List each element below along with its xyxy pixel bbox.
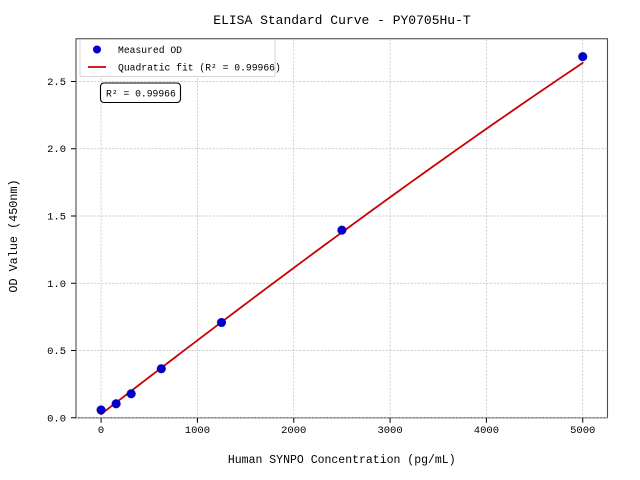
svg-text:Human SYNPO Concentration (pg/: Human SYNPO Concentration (pg/mL) xyxy=(228,454,456,467)
svg-text:1.0: 1.0 xyxy=(47,279,66,291)
svg-text:2000: 2000 xyxy=(281,425,306,437)
svg-text:R² = 0.99966: R² = 0.99966 xyxy=(106,89,176,100)
svg-text:OD Value (450nm): OD Value (450nm) xyxy=(7,179,21,292)
svg-text:1000: 1000 xyxy=(185,425,210,437)
svg-text:1.5: 1.5 xyxy=(47,212,66,224)
svg-text:Measured OD: Measured OD xyxy=(118,45,182,56)
svg-text:3000: 3000 xyxy=(377,425,402,437)
svg-text:0.0: 0.0 xyxy=(47,413,66,425)
svg-text:0.5: 0.5 xyxy=(47,346,66,358)
svg-text:2.5: 2.5 xyxy=(47,77,66,89)
svg-text:0: 0 xyxy=(98,425,104,437)
svg-text:Quadratic fit (R² = 0.99966): Quadratic fit (R² = 0.99966) xyxy=(118,63,281,74)
svg-text:ELISA Standard Curve - PY0705H: ELISA Standard Curve - PY0705Hu-T xyxy=(213,13,471,28)
svg-text:2.0: 2.0 xyxy=(47,144,66,156)
svg-text:5000: 5000 xyxy=(570,425,595,437)
svg-text:4000: 4000 xyxy=(474,425,499,437)
